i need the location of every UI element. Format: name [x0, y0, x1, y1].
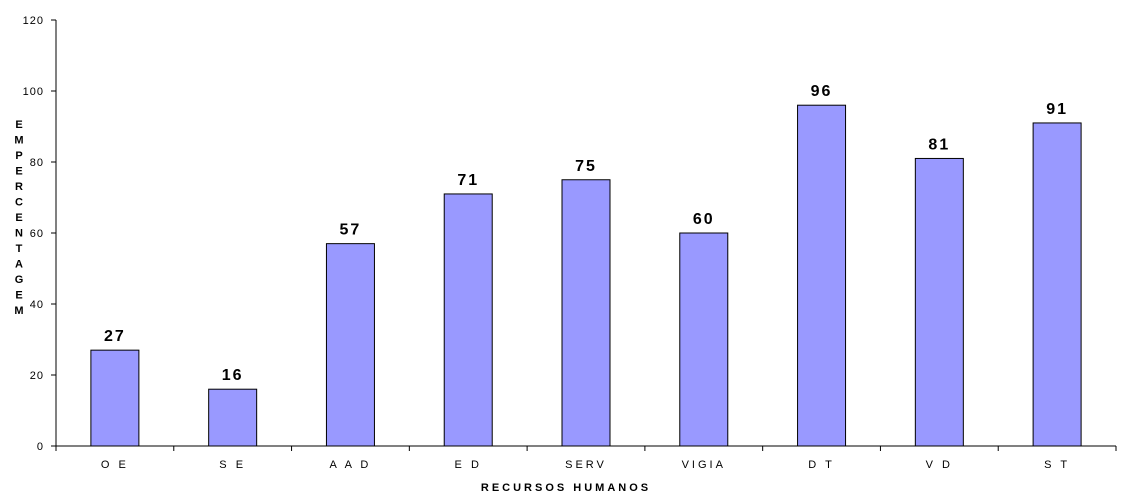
- y-tick-label: 120: [23, 15, 44, 27]
- y-tick-label: 60: [30, 228, 44, 240]
- x-axis-title: RECURSOS HUMANOS: [481, 482, 651, 492]
- y-tick-label: 80: [30, 157, 44, 169]
- bar: [90, 349, 140, 447]
- y-tick-label: 40: [30, 299, 44, 311]
- y-axis-title-letter: M: [14, 305, 23, 317]
- data-label: 96: [811, 83, 833, 100]
- x-axis: O E S E A A D E D SERV VIGIA D T V D S T: [55, 445, 1117, 471]
- y-axis-title-letter: E: [15, 119, 22, 131]
- data-label: 81: [928, 136, 950, 153]
- data-label: 75: [575, 158, 597, 175]
- bar: [1032, 122, 1082, 447]
- y-axis: 0 20 40 60 80 100 120: [23, 15, 57, 453]
- y-axis-title-letter: C: [15, 197, 23, 209]
- x-category-label: VIGIA: [682, 459, 726, 471]
- y-axis-title-letter: M: [14, 135, 23, 147]
- data-labels: 27 16 57 71 75 60 96 81 91: [104, 83, 1068, 384]
- y-tick-label: 20: [30, 370, 44, 382]
- bar: [561, 179, 611, 447]
- bar: [443, 193, 493, 447]
- y-axis-title-letter: E: [15, 212, 22, 224]
- y-axis-title-letter: T: [16, 243, 23, 255]
- y-tick-label: 100: [23, 86, 44, 98]
- bar: [325, 243, 375, 447]
- data-label: 71: [457, 172, 479, 189]
- x-category-label: A A D: [329, 459, 371, 471]
- data-label: 16: [222, 367, 244, 384]
- x-category-label: E D: [455, 459, 482, 471]
- y-axis-title-letter: P: [15, 150, 22, 162]
- x-category-label: S T: [1044, 459, 1070, 471]
- x-category-label: O E: [101, 459, 129, 471]
- y-axis-title-letter: A: [15, 259, 23, 271]
- y-axis-title-letter: N: [15, 228, 23, 240]
- bar: [679, 232, 729, 447]
- data-label: 60: [693, 211, 715, 228]
- data-label: 27: [104, 328, 126, 345]
- bar: [914, 157, 964, 447]
- x-category-label: D T: [808, 459, 835, 471]
- y-axis-title-letter: G: [15, 274, 24, 286]
- y-axis-title-letter: R: [15, 181, 23, 193]
- bar: [208, 388, 258, 447]
- x-category-label: S E: [219, 459, 246, 471]
- data-label: 91: [1046, 101, 1068, 118]
- y-tick-label: 0: [37, 441, 44, 453]
- bar: [797, 104, 847, 447]
- data-label: 57: [340, 222, 362, 239]
- x-category-label: V D: [926, 459, 953, 471]
- x-category-label: SERV: [565, 459, 607, 471]
- bars: [90, 104, 1082, 447]
- y-axis-title-letter: E: [15, 166, 22, 178]
- y-axis-title-letter: E: [15, 290, 22, 302]
